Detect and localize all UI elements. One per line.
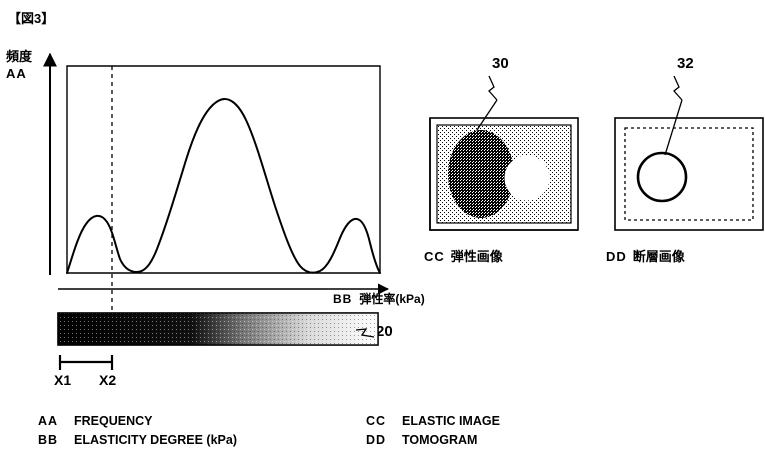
elasticity-color-bar (57, 312, 379, 346)
x-axis-label-code: BB (333, 292, 353, 306)
frequency-distribution-curve (66, 98, 381, 274)
tick-label-x1: X1 (54, 372, 72, 388)
legend-item-aa-code: AA (38, 414, 59, 428)
legend-item-cc-text: ELASTIC IMAGE (402, 414, 500, 428)
lead-line-30 (488, 75, 498, 101)
lead-line-20 (355, 328, 375, 338)
legend-item-bb-code: BB (38, 433, 59, 447)
elastic-scan-region (436, 124, 572, 224)
lead-line-32-tail (664, 99, 683, 156)
tick-label-x2: X2 (99, 372, 117, 388)
y-axis-label-code: AA (6, 66, 27, 81)
legend-item-dd-text: TOMOGRAM (402, 433, 478, 447)
hard-lesion-region (448, 130, 514, 218)
x-axis-label: BB 弾性率(kPa) (333, 290, 425, 307)
legend-item-aa-text: FREQUENCY (74, 414, 153, 428)
x-axis-label-jp: 弾性率(kPa) (359, 292, 425, 306)
panel-caption-dd: DD 断層画像 (606, 246, 685, 265)
lead-line-30-tail (476, 99, 498, 131)
panel-caption-cc-code: CC (424, 249, 445, 264)
legend-right: CC ELASTIC IMAGE DD TOMOGRAM (366, 414, 500, 452)
legend-item-cc: CC ELASTIC IMAGE (366, 414, 500, 433)
reference-numeral-32: 32 (677, 55, 694, 72)
legend-item-dd: DD TOMOGRAM (366, 433, 500, 452)
reference-numeral-30: 30 (492, 55, 509, 72)
legend-item-cc-code: CC (366, 414, 387, 428)
legend-item-dd-code: DD (366, 433, 387, 447)
figure-number-label: 【図3】 (8, 11, 55, 26)
range-bracket-x1-x2 (58, 355, 114, 370)
y-axis-label: 頻度 AA (6, 48, 32, 82)
panel-caption-cc: CC 弾性画像 (424, 246, 503, 265)
panel-cc-outer-bracket (429, 118, 578, 231)
plot-frame (66, 65, 381, 273)
legend-item-bb: BB ELASTICITY DEGREE (kPa) (38, 433, 237, 452)
panel-caption-dd-text: 断層画像 (632, 249, 685, 264)
scan-area (624, 127, 754, 221)
panel-elastic-image (429, 117, 579, 231)
panel-caption-dd-code: DD (606, 249, 627, 264)
legend-item-bb-text: ELASTICITY DEGREE (kPa) (74, 433, 237, 447)
panel-tomogram (614, 117, 764, 231)
y-axis-label-jp: 頻度 (6, 49, 33, 64)
panel-caption-cc-text: 弾性画像 (450, 249, 503, 264)
lesion-circle (636, 151, 688, 203)
legend-left: AA FREQUENCY BB ELASTICITY DEGREE (kPa) (38, 414, 237, 452)
legend-item-aa: AA FREQUENCY (38, 414, 237, 433)
lead-line-32 (673, 75, 683, 101)
cyst-circle (504, 155, 550, 201)
reference-numeral-20: 20 (376, 323, 393, 340)
